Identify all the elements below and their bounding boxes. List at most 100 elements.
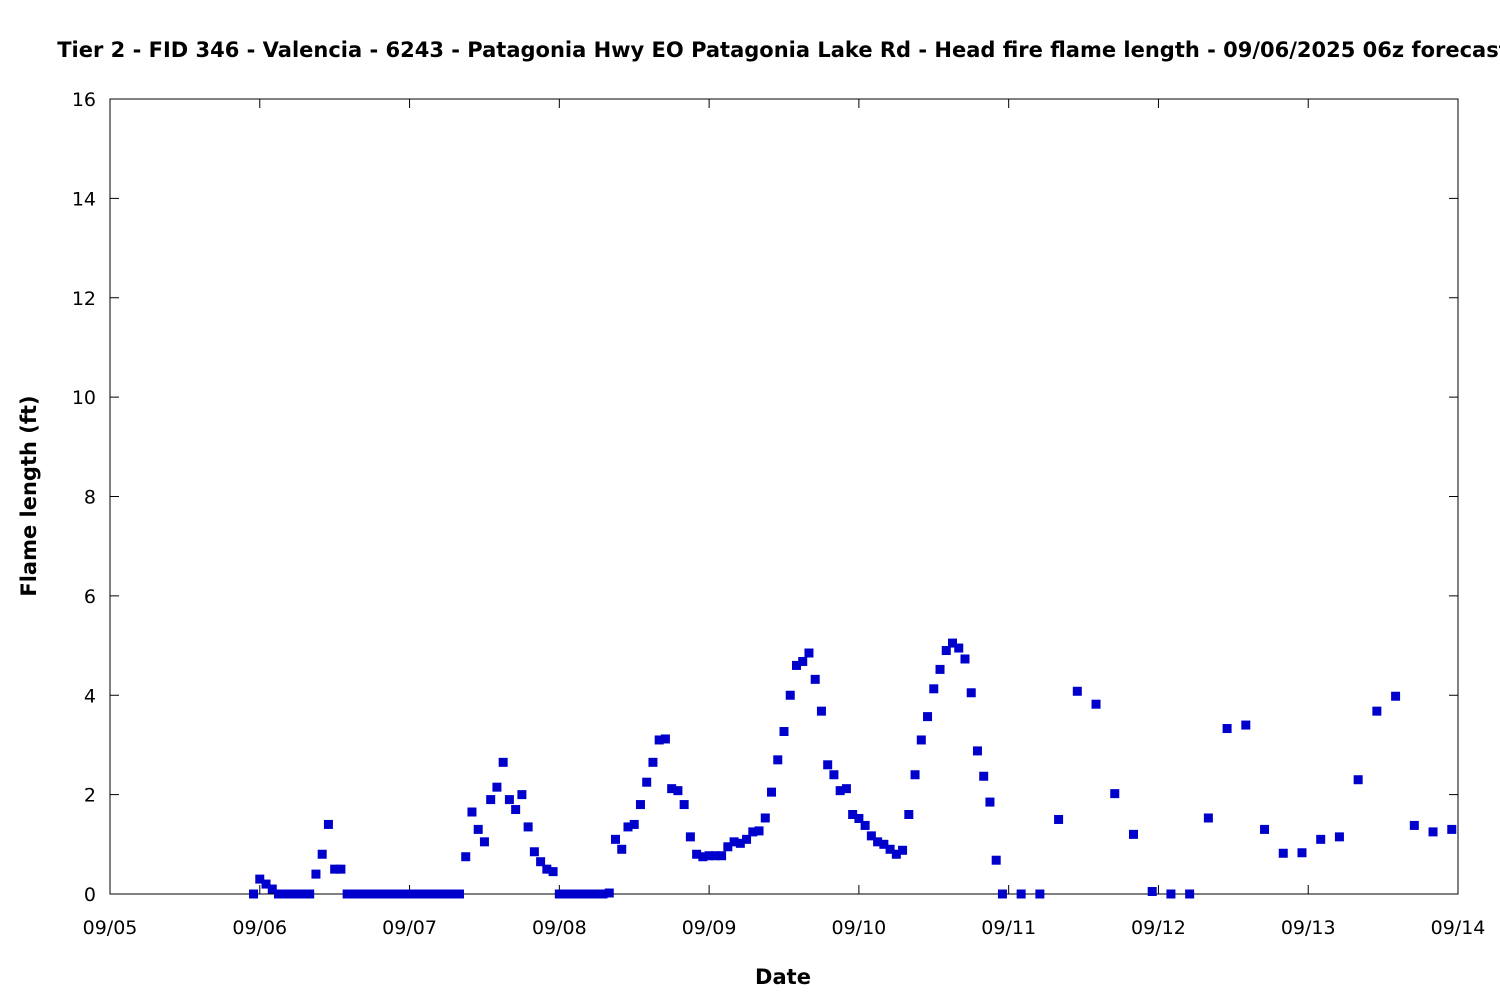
data-point — [380, 889, 390, 899]
data-point — [1260, 824, 1270, 834]
data-point — [717, 851, 727, 861]
y-tick-label: 6 — [84, 586, 96, 608]
data-point — [611, 834, 620, 844]
data-point — [660, 734, 670, 744]
data-point — [1203, 813, 1213, 823]
data-point — [567, 889, 577, 899]
data-point — [885, 844, 895, 854]
data-point — [473, 824, 483, 834]
data-point — [804, 648, 814, 658]
data-point — [760, 813, 770, 823]
data-point — [1054, 814, 1064, 824]
data-point — [935, 664, 945, 674]
data-point — [667, 784, 677, 794]
data-point — [1409, 820, 1419, 830]
data-point — [629, 819, 639, 829]
data-point — [948, 638, 957, 648]
data-point — [523, 822, 533, 832]
data-point — [342, 889, 352, 899]
data-point — [954, 643, 964, 653]
data-point — [467, 807, 477, 817]
data-point — [1334, 832, 1344, 842]
y-tick-label: 12 — [72, 288, 96, 310]
x-tick-label: 09/13 — [1281, 917, 1336, 939]
data-point — [317, 849, 327, 859]
data-point — [767, 787, 777, 797]
data-point — [841, 784, 851, 794]
data-point — [623, 822, 633, 832]
data-point — [729, 837, 739, 847]
data-point — [436, 889, 446, 899]
data-point — [798, 656, 808, 666]
data-point — [1316, 834, 1326, 844]
x-tick-label: 09/12 — [1131, 917, 1186, 939]
data-point — [330, 864, 340, 874]
data-point — [698, 852, 708, 862]
x-tick-label: 09/05 — [83, 917, 138, 939]
data-point — [461, 852, 471, 862]
data-point — [280, 889, 290, 899]
data-point — [423, 889, 433, 899]
y-axis-label: Flame length (ft) — [17, 395, 41, 596]
data-point — [1091, 699, 1101, 709]
data-point — [286, 889, 296, 899]
data-point — [405, 889, 415, 899]
data-point — [298, 889, 308, 899]
data-point — [985, 797, 995, 807]
data-point — [642, 777, 652, 787]
data-point — [773, 755, 783, 765]
data-point — [710, 851, 720, 861]
data-point — [866, 831, 876, 841]
data-point — [529, 847, 539, 857]
data-point — [361, 889, 371, 899]
data-point — [860, 820, 870, 830]
data-point — [511, 805, 521, 815]
data-point — [854, 813, 864, 823]
data-point — [554, 889, 564, 899]
data-point — [891, 849, 901, 859]
data-point — [548, 867, 558, 877]
data-point — [1016, 889, 1026, 899]
data-point — [1110, 789, 1120, 799]
data-point — [916, 735, 926, 745]
data-point — [1166, 889, 1176, 899]
data-point — [785, 690, 795, 700]
data-point — [1428, 827, 1438, 837]
data-point — [679, 800, 689, 810]
data-point — [941, 646, 951, 656]
data-point — [692, 849, 702, 859]
data-points — [249, 638, 1457, 899]
data-point — [454, 889, 464, 899]
x-tick-label: 09/10 — [832, 917, 887, 939]
data-point — [742, 834, 752, 844]
data-point — [292, 889, 302, 899]
data-point — [479, 837, 489, 847]
data-point — [249, 889, 259, 899]
data-point — [336, 864, 346, 874]
x-tick-label: 09/08 — [532, 917, 587, 939]
y-tick-label: 2 — [84, 785, 96, 807]
data-point — [873, 837, 883, 847]
data-point — [392, 889, 402, 899]
data-point — [879, 839, 889, 849]
data-point — [1447, 824, 1457, 834]
data-point — [1241, 720, 1251, 730]
data-point — [791, 660, 801, 670]
data-point — [748, 827, 758, 837]
data-point — [972, 746, 982, 756]
data-point — [960, 654, 970, 664]
y-tick-label: 14 — [72, 188, 96, 210]
x-axis: 09/05 09/06 09/07 09/08 09/09 09/10 09/11 09/12… — [83, 99, 1485, 939]
data-point — [1147, 887, 1157, 897]
x-tick-label: 09/06 — [232, 917, 287, 939]
data-point — [898, 845, 908, 855]
data-point — [604, 888, 614, 898]
data-point — [1072, 686, 1082, 696]
data-point — [910, 770, 920, 780]
data-point — [411, 889, 421, 899]
data-point — [685, 832, 695, 842]
data-point — [598, 889, 608, 899]
data-point — [848, 810, 858, 819]
data-point — [586, 889, 596, 899]
